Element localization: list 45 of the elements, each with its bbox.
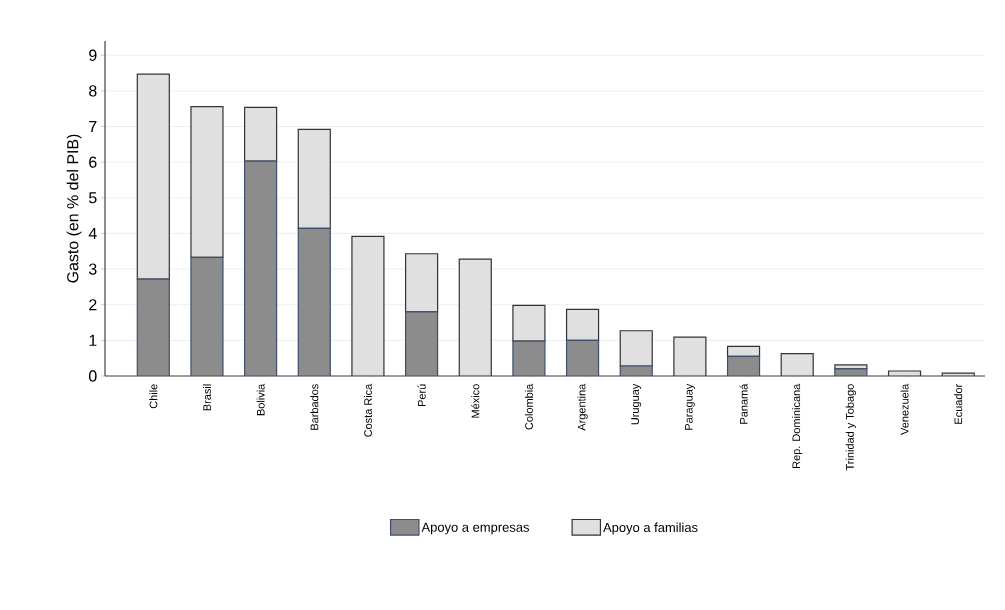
x-tick-label: Ecuador <box>954 383 963 424</box>
y-tick-label: 4 <box>88 227 97 239</box>
bar <box>244 106 278 162</box>
y-tick-label: 1 <box>89 334 97 346</box>
bar <box>565 308 600 341</box>
y-tick-label: 8 <box>89 85 97 97</box>
y-tick-label: 3 <box>88 263 97 275</box>
x-tick-label: Panamá <box>739 383 748 424</box>
x-tick-label: Chile <box>149 384 158 409</box>
bar <box>458 258 492 376</box>
bar <box>190 105 224 258</box>
bar <box>136 278 170 376</box>
bar <box>780 352 814 376</box>
x-tick-label: Venezuela <box>900 383 909 435</box>
bar <box>136 73 170 280</box>
x-tick-label: Argentina <box>577 383 588 431</box>
x-tick-label: Trinidad y Tobago <box>845 384 856 471</box>
x-tick-label: Rep. Dominicana <box>792 383 803 468</box>
y-tick-label: 2 <box>89 299 97 311</box>
bar <box>405 311 439 376</box>
y-axis-title: Gasto (en % del PIB) <box>66 134 82 283</box>
legend-label: Apoyo a empresas <box>421 522 530 535</box>
bar <box>297 227 331 376</box>
bar <box>565 339 600 376</box>
x-tick-label: Bolivia <box>256 383 265 416</box>
y-tick-label: 7 <box>89 121 97 132</box>
bar <box>405 253 439 313</box>
x-tick-label: México <box>471 384 480 418</box>
x-tick-label: Paraguay <box>684 383 695 430</box>
bar <box>244 160 278 376</box>
x-tick-label: Colombia <box>524 383 533 430</box>
x-tick-label: Perú <box>417 384 426 406</box>
y-tick-label: 0 <box>89 370 97 382</box>
x-tick-label: Uruguay <box>631 383 642 425</box>
bar <box>351 235 385 376</box>
x-tick-label: Brasil <box>202 384 211 411</box>
bar <box>619 330 653 367</box>
bar <box>297 128 331 230</box>
x-tick-label: Costa Rica <box>363 383 372 437</box>
y-tick-label: 9 <box>89 49 97 61</box>
y-tick-label: 6 <box>89 156 97 168</box>
bar <box>190 256 224 376</box>
x-tick-label: Barbados <box>310 384 319 430</box>
y-tick-label: 5 <box>89 192 97 204</box>
legend-label: Apoyo a familias <box>603 522 698 535</box>
